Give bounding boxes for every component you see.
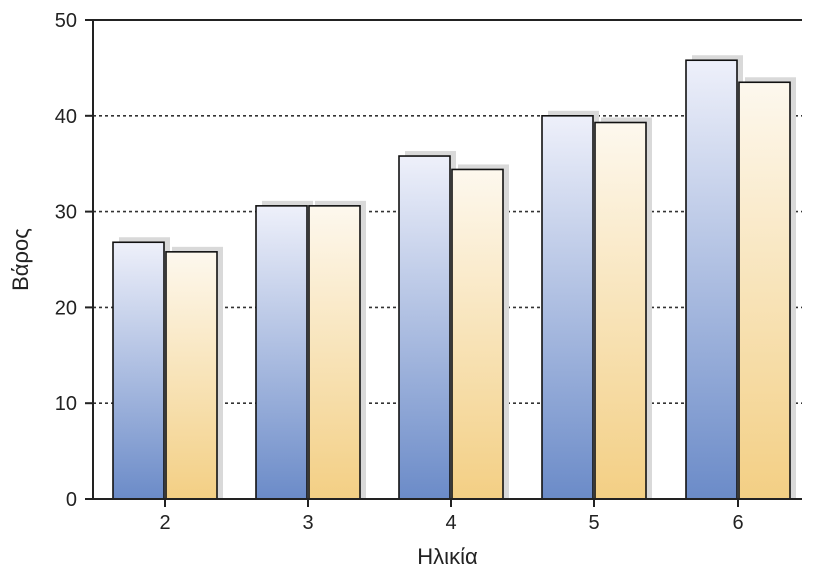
y-tick-label-20: 20 xyxy=(55,297,77,319)
y-axis-title: Βάρος xyxy=(8,228,33,291)
y-tick-label-50: 50 xyxy=(55,10,77,32)
x-tick-label-2: 2 xyxy=(159,512,170,534)
bar-4-s2 xyxy=(451,168,504,500)
bar-6-s2 xyxy=(738,81,791,500)
bar-2-s2 xyxy=(165,251,218,500)
bar-2-s1 xyxy=(112,241,165,500)
bar-5-s1 xyxy=(541,115,594,500)
x-tick-label-4: 4 xyxy=(445,512,456,534)
x-tick-label-6: 6 xyxy=(732,512,743,534)
tick-labels: 0 10 20 30 40 50 2 3 4 5 6 xyxy=(55,10,744,534)
y-tick-label-40: 40 xyxy=(55,106,77,128)
axes xyxy=(85,19,802,507)
x-tick-label-5: 5 xyxy=(588,512,599,534)
bar-3-s2 xyxy=(308,205,361,500)
y-tick-label-30: 30 xyxy=(55,202,77,224)
bars xyxy=(112,55,796,500)
bar-3-s1 xyxy=(255,205,308,500)
x-tick-label-3: 3 xyxy=(302,512,313,534)
bar-4-s1 xyxy=(398,155,451,500)
bar-6-s1 xyxy=(685,59,738,500)
x-axis-title: Ηλικία xyxy=(417,544,478,569)
y-tick-label-10: 10 xyxy=(55,393,77,415)
bar-5-s2 xyxy=(594,121,647,500)
y-tick-label-0: 0 xyxy=(66,489,77,511)
